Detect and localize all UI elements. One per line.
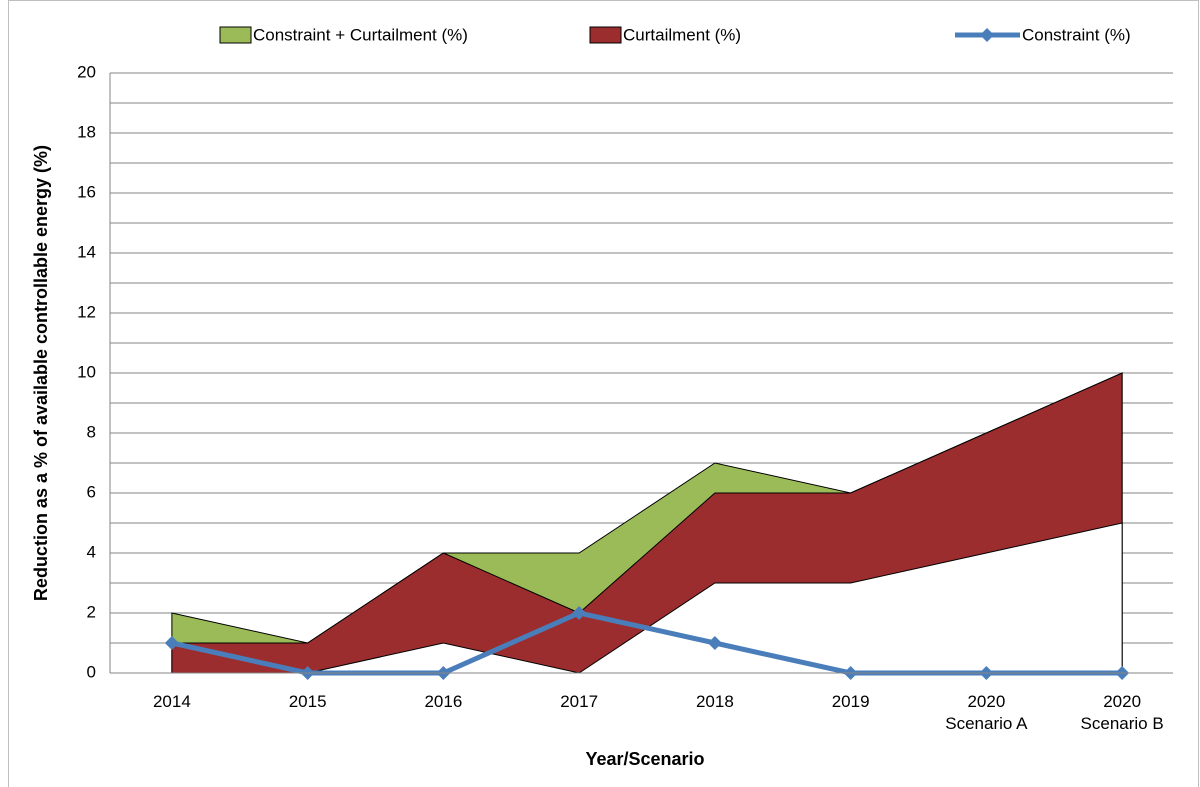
x-tick-label: 2018 [696,692,734,711]
y-tick-label: 10 [77,362,96,381]
y-tick-label: 12 [77,302,96,321]
legend-swatch [589,26,622,44]
y-tick-label: 20 [77,62,96,81]
legend-label: Constraint + Curtailment (%) [253,25,468,44]
y-axis-label: Reduction as a % of available controllab… [31,145,51,601]
x-tick-label: 2014 [153,692,191,711]
legend-swatch [219,26,252,44]
x-tick-label: 2017 [560,692,598,711]
x-tick-label: 2020 Scenario B [1081,692,1164,733]
legend-label: Constraint (%) [1022,25,1131,44]
marker [572,606,587,620]
marker [164,636,179,650]
y-tick-label: 2 [87,602,96,621]
legend-marker [980,28,994,42]
y-tick-label: 18 [77,122,96,141]
y-tick-label: 4 [87,542,96,561]
marker [707,636,722,650]
x-tick-label: 2019 [832,692,870,711]
area [171,522,1123,674]
x-tick-label: 2015 [289,692,327,711]
y-tick-label: 8 [87,422,96,441]
y-tick-label: 16 [77,182,96,201]
y-tick-label: 0 [87,662,96,681]
x-tick-label: 2016 [424,692,462,711]
x-axis-label: Year/Scenario [585,749,704,769]
y-tick-label: 14 [77,242,96,261]
y-tick-label: 6 [87,482,96,501]
legend-label: Curtailment (%) [623,25,741,44]
x-tick-label: 2020 Scenario A [945,692,1028,733]
